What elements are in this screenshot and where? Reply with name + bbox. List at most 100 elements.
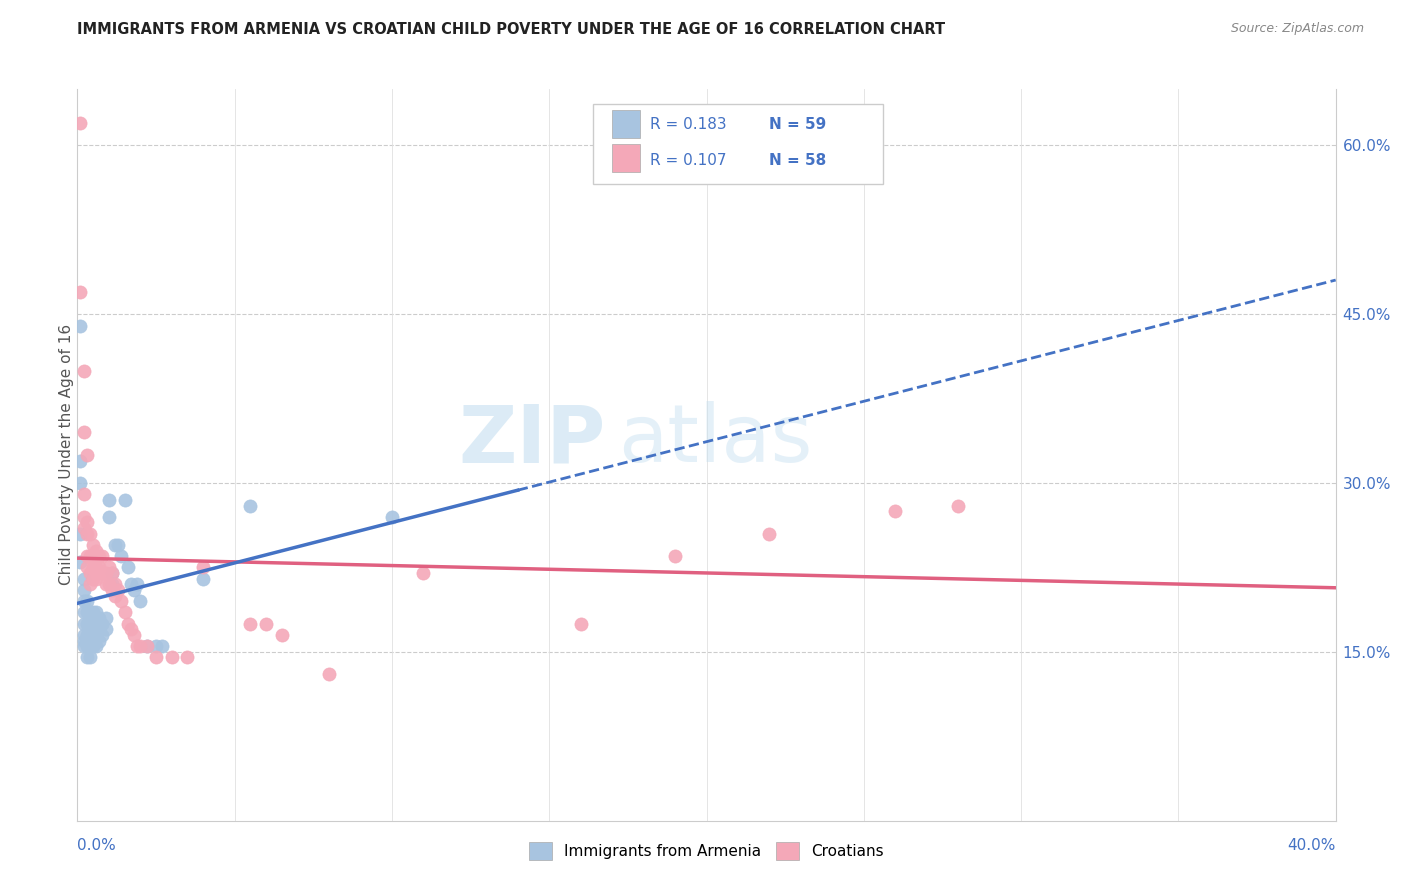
Point	[412, 566, 434, 580]
Point	[82, 538, 104, 552]
Point	[72, 425, 94, 440]
Point	[758, 526, 780, 541]
Point	[884, 504, 907, 518]
Point	[91, 549, 114, 564]
Point	[69, 453, 91, 467]
Point	[97, 492, 120, 507]
FancyBboxPatch shape	[612, 111, 640, 138]
Point	[191, 560, 215, 574]
Point	[569, 616, 592, 631]
Point	[94, 611, 117, 625]
Point	[135, 639, 157, 653]
Point	[270, 628, 292, 642]
Point	[122, 628, 145, 642]
Point	[79, 549, 101, 564]
Point	[89, 549, 111, 564]
FancyBboxPatch shape	[612, 144, 640, 172]
Point	[191, 572, 215, 586]
Point	[79, 628, 101, 642]
Y-axis label: Child Poverty Under the Age of 16: Child Poverty Under the Age of 16	[59, 325, 73, 585]
FancyBboxPatch shape	[593, 103, 883, 185]
Point	[664, 549, 686, 564]
Text: IMMIGRANTS FROM ARMENIA VS CROATIAN CHILD POVERTY UNDER THE AGE OF 16 CORRELATIO: IMMIGRANTS FROM ARMENIA VS CROATIAN CHIL…	[77, 22, 945, 37]
Text: N = 59: N = 59	[769, 117, 827, 132]
Point	[69, 285, 91, 299]
Point	[94, 623, 117, 637]
Point	[76, 526, 98, 541]
Point	[76, 628, 98, 642]
Point	[76, 516, 98, 530]
Point	[150, 639, 173, 653]
Point	[107, 538, 129, 552]
Point	[127, 639, 149, 653]
Point	[76, 594, 98, 608]
Point	[84, 560, 107, 574]
Text: R = 0.183: R = 0.183	[650, 117, 727, 132]
Point	[104, 538, 127, 552]
Point	[72, 594, 94, 608]
Point	[76, 616, 98, 631]
Point	[76, 650, 98, 665]
Point	[114, 606, 136, 620]
Text: atlas: atlas	[619, 401, 813, 479]
Point	[72, 639, 94, 653]
Point	[76, 633, 98, 648]
Point	[82, 549, 104, 564]
Point	[72, 616, 94, 631]
Point	[122, 582, 145, 597]
Text: N = 58: N = 58	[769, 153, 827, 168]
Point	[76, 448, 98, 462]
Point	[76, 639, 98, 653]
Point	[129, 639, 152, 653]
Point	[145, 650, 167, 665]
Point	[89, 633, 111, 648]
Point	[84, 572, 107, 586]
Point	[101, 566, 124, 580]
Point	[84, 616, 107, 631]
Point	[94, 577, 117, 591]
Point	[239, 616, 262, 631]
Point	[82, 606, 104, 620]
Point	[948, 499, 970, 513]
Point	[101, 577, 124, 591]
Point	[69, 476, 91, 491]
Point	[97, 509, 120, 524]
Point	[129, 594, 152, 608]
Point	[97, 577, 120, 591]
Point	[91, 628, 114, 642]
Point	[127, 577, 149, 591]
Point	[135, 639, 157, 653]
Point	[72, 363, 94, 377]
Point	[89, 623, 111, 637]
Point	[91, 616, 114, 631]
Point	[72, 633, 94, 648]
Point	[79, 566, 101, 580]
Point	[91, 566, 114, 580]
Point	[69, 526, 91, 541]
Point	[82, 628, 104, 642]
Point	[72, 509, 94, 524]
Text: 40.0%: 40.0%	[1288, 838, 1336, 853]
Point	[104, 577, 127, 591]
Point	[117, 616, 139, 631]
Point	[239, 499, 262, 513]
Point	[79, 616, 101, 631]
Point	[76, 560, 98, 574]
Point	[318, 667, 340, 681]
Point	[84, 639, 107, 653]
Point	[76, 606, 98, 620]
Point	[120, 577, 142, 591]
Point	[79, 526, 101, 541]
Point	[89, 611, 111, 625]
Point	[120, 623, 142, 637]
Point	[76, 549, 98, 564]
Point	[69, 116, 91, 130]
Point	[254, 616, 277, 631]
Legend: Immigrants from Armenia, Croatians: Immigrants from Armenia, Croatians	[522, 834, 891, 868]
Point	[101, 582, 124, 597]
Point	[114, 492, 136, 507]
Point	[82, 639, 104, 653]
Point	[79, 639, 101, 653]
Text: 0.0%: 0.0%	[77, 838, 117, 853]
Point	[82, 560, 104, 574]
